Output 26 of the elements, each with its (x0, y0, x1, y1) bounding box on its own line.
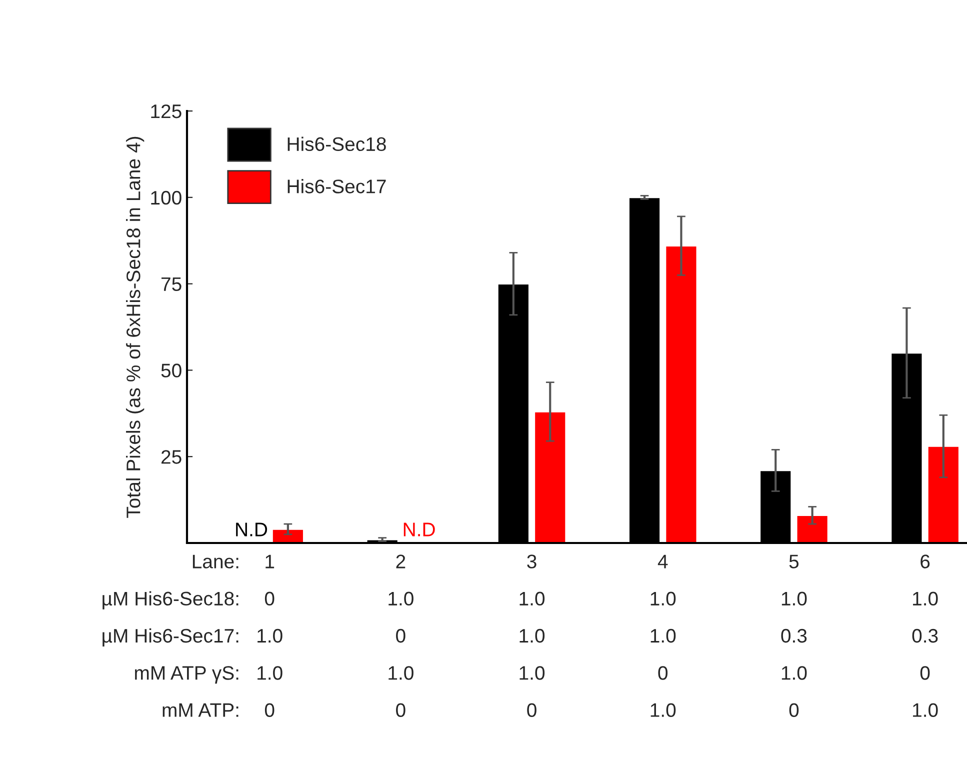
y-tick-label: 75 (162, 277, 182, 292)
category-label: 2 1.0 0 1.0 0 (388, 554, 414, 717)
y-axis-title: Total Pixels (as % of 6xHis-Sec18 in Lane 4) (126, 136, 144, 518)
text: N.D (236, 522, 268, 536)
legend-label: His6-Sec17 (288, 179, 386, 194)
bar (272, 528, 304, 543)
bar (926, 446, 960, 543)
text: N.D (404, 522, 435, 536)
y-tick-label: 50 (161, 364, 182, 378)
bar (664, 245, 698, 543)
legend-label: His6-Sec18 (288, 136, 386, 152)
text: mM ATP: (162, 703, 238, 717)
category-label: 5 1.0 0.3 1.0 0 (781, 554, 807, 717)
bar (534, 410, 567, 543)
text: µM His6-Sec18: (102, 591, 238, 610)
category-label: 6 1.0 0.3 0 1.0 (912, 554, 938, 717)
category-label: 4 1.0 1.0 0 1.0 (650, 554, 676, 717)
bar (796, 514, 829, 543)
category-label: 3 1.0 1.0 1.0 0 (520, 554, 545, 717)
text: mM ATP γS: (135, 666, 238, 684)
category-label: 1 0 1.0 1.0 0 (258, 554, 282, 717)
y-tick-label: 100 (151, 190, 182, 205)
text: µM His6-Sec17: (102, 628, 238, 647)
y-tick-label: 125 (151, 104, 182, 118)
y-tick-label: 25 (161, 450, 182, 464)
text: Lane: (192, 554, 238, 568)
